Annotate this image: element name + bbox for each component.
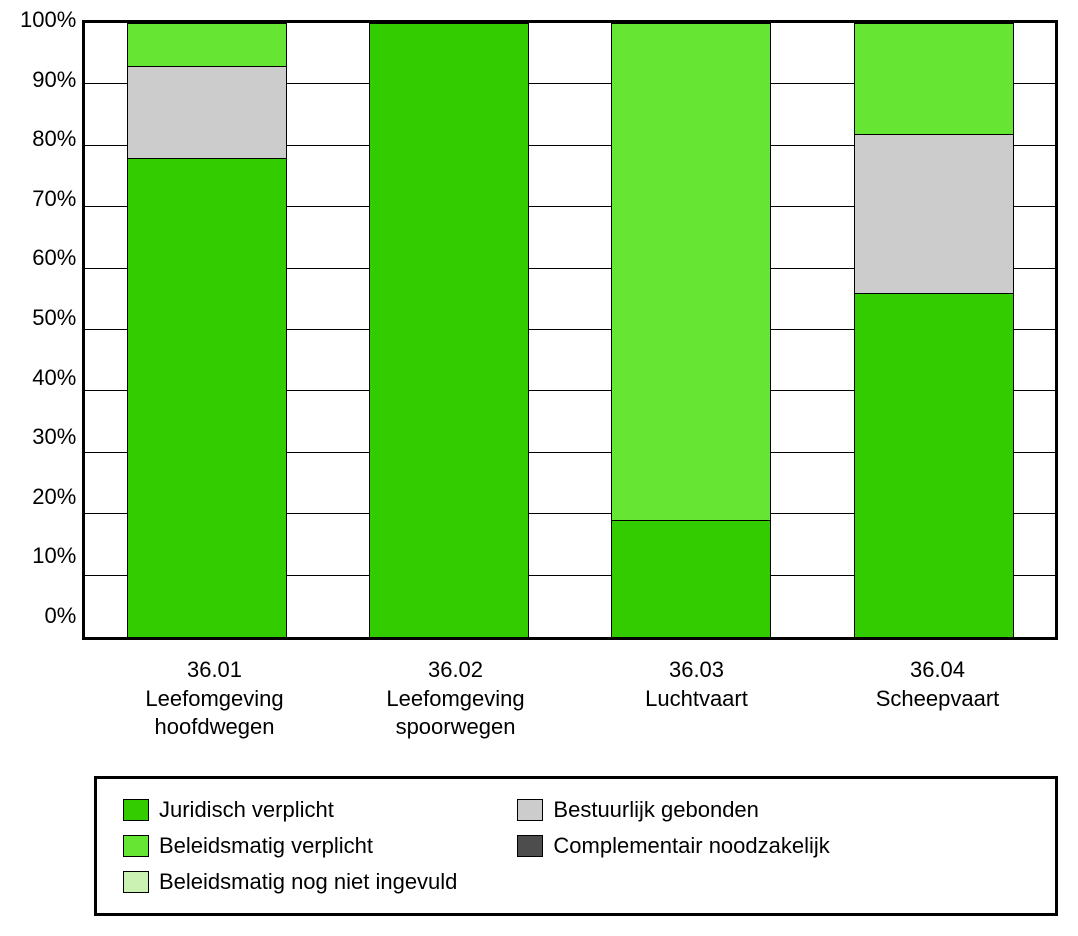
x-label-code: 36.03 xyxy=(669,657,724,682)
legend-item-juridisch-verplicht: Juridisch verplicht xyxy=(123,797,457,823)
plot-row: 100% 90% 80% 70% 60% 50% 40% 30% 20% 10%… xyxy=(20,20,1058,640)
y-tick: 50% xyxy=(32,306,76,330)
stacked-bar-chart: 100% 90% 80% 70% 60% 50% 40% 30% 20% 10%… xyxy=(20,20,1058,916)
bar xyxy=(854,23,1014,637)
legend-label: Beleidsmatig verplicht xyxy=(159,833,373,859)
bar-slot xyxy=(813,23,1055,637)
legend-item-beleidsmatig-nog-niet-ingevuld: Beleidsmatig nog niet ingevuld xyxy=(123,869,457,895)
bar xyxy=(127,23,287,637)
y-tick: 20% xyxy=(32,485,76,509)
bar-segment-beleidsmatig-verplicht xyxy=(127,23,287,66)
bars-layer xyxy=(85,23,1055,637)
bar-segment-juridisch-verplicht xyxy=(127,158,287,637)
legend-swatch xyxy=(123,835,149,857)
bar xyxy=(611,23,771,637)
legend-label: Juridisch verplicht xyxy=(159,797,334,823)
y-tick: 100% xyxy=(20,8,76,32)
legend-swatch xyxy=(517,835,543,857)
y-tick: 70% xyxy=(32,187,76,211)
bar-segment-juridisch-verplicht xyxy=(611,520,771,637)
x-label-name: Luchtvaart xyxy=(645,686,748,711)
legend-item-beleidsmatig-verplicht: Beleidsmatig verplicht xyxy=(123,833,457,859)
legend-item-bestuurlijk-gebonden: Bestuurlijk gebonden xyxy=(517,797,829,823)
x-label-code: 36.04 xyxy=(910,657,965,682)
y-tick: 30% xyxy=(32,425,76,449)
legend-column: Juridisch verplicht Beleidsmatig verplich… xyxy=(123,797,457,895)
legend-column: Bestuurlijk gebonden Complementair noodza… xyxy=(517,797,829,895)
y-tick: 80% xyxy=(32,127,76,151)
legend-label: Bestuurlijk gebonden xyxy=(553,797,758,823)
x-axis: 36.01 Leefomgeving hoofdwegen 36.02 Leef… xyxy=(20,656,1058,742)
x-label: 36.02 Leefomgeving spoorwegen xyxy=(335,656,576,742)
bar xyxy=(369,23,529,637)
x-label: 36.03 Luchtvaart xyxy=(576,656,817,742)
legend-item-complementair-noodzakelijk: Complementair noodzakelijk xyxy=(517,833,829,859)
bar-segment-beleidsmatig-verplicht xyxy=(854,23,1014,134)
legend-swatch xyxy=(517,799,543,821)
legend-label: Complementair noodzakelijk xyxy=(553,833,829,859)
x-axis-spacer xyxy=(20,656,94,742)
bar-slot xyxy=(85,23,327,637)
x-label: 36.01 Leefomgeving hoofdwegen xyxy=(94,656,335,742)
x-label-code: 36.01 xyxy=(187,657,242,682)
bar-segment-bestuurlijk-gebonden xyxy=(854,134,1014,294)
y-tick: 0% xyxy=(44,604,76,628)
bar-segment-beleidsmatig-verplicht xyxy=(611,23,771,520)
x-labels: 36.01 Leefomgeving hoofdwegen 36.02 Leef… xyxy=(94,656,1058,742)
y-tick: 40% xyxy=(32,366,76,390)
x-label-name: Scheepvaart xyxy=(876,686,1000,711)
x-label-code: 36.02 xyxy=(428,657,483,682)
legend-label: Beleidsmatig nog niet ingevuld xyxy=(159,869,457,895)
x-label-name: Leefomgeving spoorwegen xyxy=(386,686,524,740)
x-label-name: Leefomgeving hoofdwegen xyxy=(145,686,283,740)
y-tick: 90% xyxy=(32,68,76,92)
x-label: 36.04 Scheepvaart xyxy=(817,656,1058,742)
legend-swatch xyxy=(123,871,149,893)
plot-area xyxy=(82,20,1058,640)
y-tick: 60% xyxy=(32,246,76,270)
bar-slot xyxy=(328,23,570,637)
bar-segment-juridisch-verplicht xyxy=(369,23,529,637)
bar-segment-juridisch-verplicht xyxy=(854,293,1014,637)
bar-segment-bestuurlijk-gebonden xyxy=(127,66,287,158)
legend-swatch xyxy=(123,799,149,821)
y-tick: 10% xyxy=(32,544,76,568)
bar-slot xyxy=(570,23,812,637)
y-axis: 100% 90% 80% 70% 60% 50% 40% 30% 20% 10%… xyxy=(20,8,82,628)
legend: Juridisch verplicht Beleidsmatig verplich… xyxy=(94,776,1058,916)
